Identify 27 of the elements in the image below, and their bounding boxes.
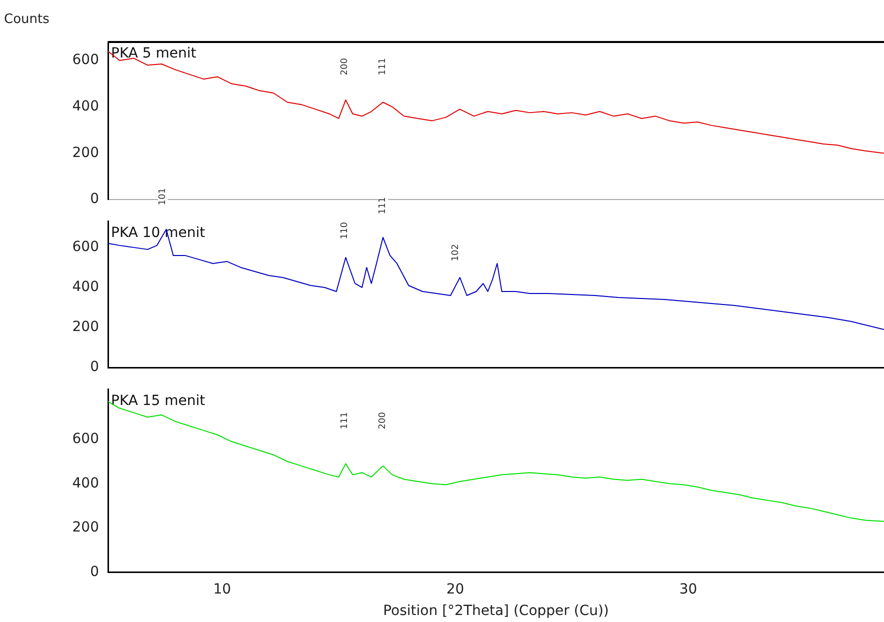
- y-tick-label: 0: [90, 564, 99, 580]
- series-label: PKA 5 menit: [111, 46, 197, 62]
- y-tick-label: 200: [72, 319, 99, 336]
- y-tick-label: 200: [72, 520, 99, 536]
- x-tick-label: 30: [679, 581, 698, 598]
- y-tick-label: 400: [72, 279, 99, 296]
- annotation: 111: [378, 197, 388, 214]
- annotation: 102: [451, 244, 461, 262]
- y-tick-label: 400: [72, 98, 99, 115]
- annotation: 110: [340, 222, 350, 240]
- x-tick-label: 20: [446, 581, 464, 598]
- y-tick-label: 200: [72, 144, 99, 161]
- annotation: 200: [340, 58, 350, 76]
- y-tick-label: 600: [72, 430, 99, 447]
- y-tick-label: 400: [72, 475, 99, 492]
- y-tick-label: 0: [90, 359, 99, 376]
- annotation: 200: [378, 412, 388, 430]
- x-tick-label: 10: [213, 581, 232, 598]
- series-label: PKA 15 menit: [111, 393, 206, 410]
- y-axis-title: Counts: [4, 12, 50, 27]
- annotation: 111: [340, 412, 350, 430]
- y-tick-label: 0: [90, 191, 99, 208]
- y-tick-label: 600: [72, 239, 99, 256]
- annotation: 101: [158, 188, 168, 206]
- y-tick-label: 600: [72, 52, 99, 68]
- x-axis-title: Position [°2Theta] (Copper (Cu)): [383, 603, 609, 620]
- annotation: 111: [378, 58, 388, 76]
